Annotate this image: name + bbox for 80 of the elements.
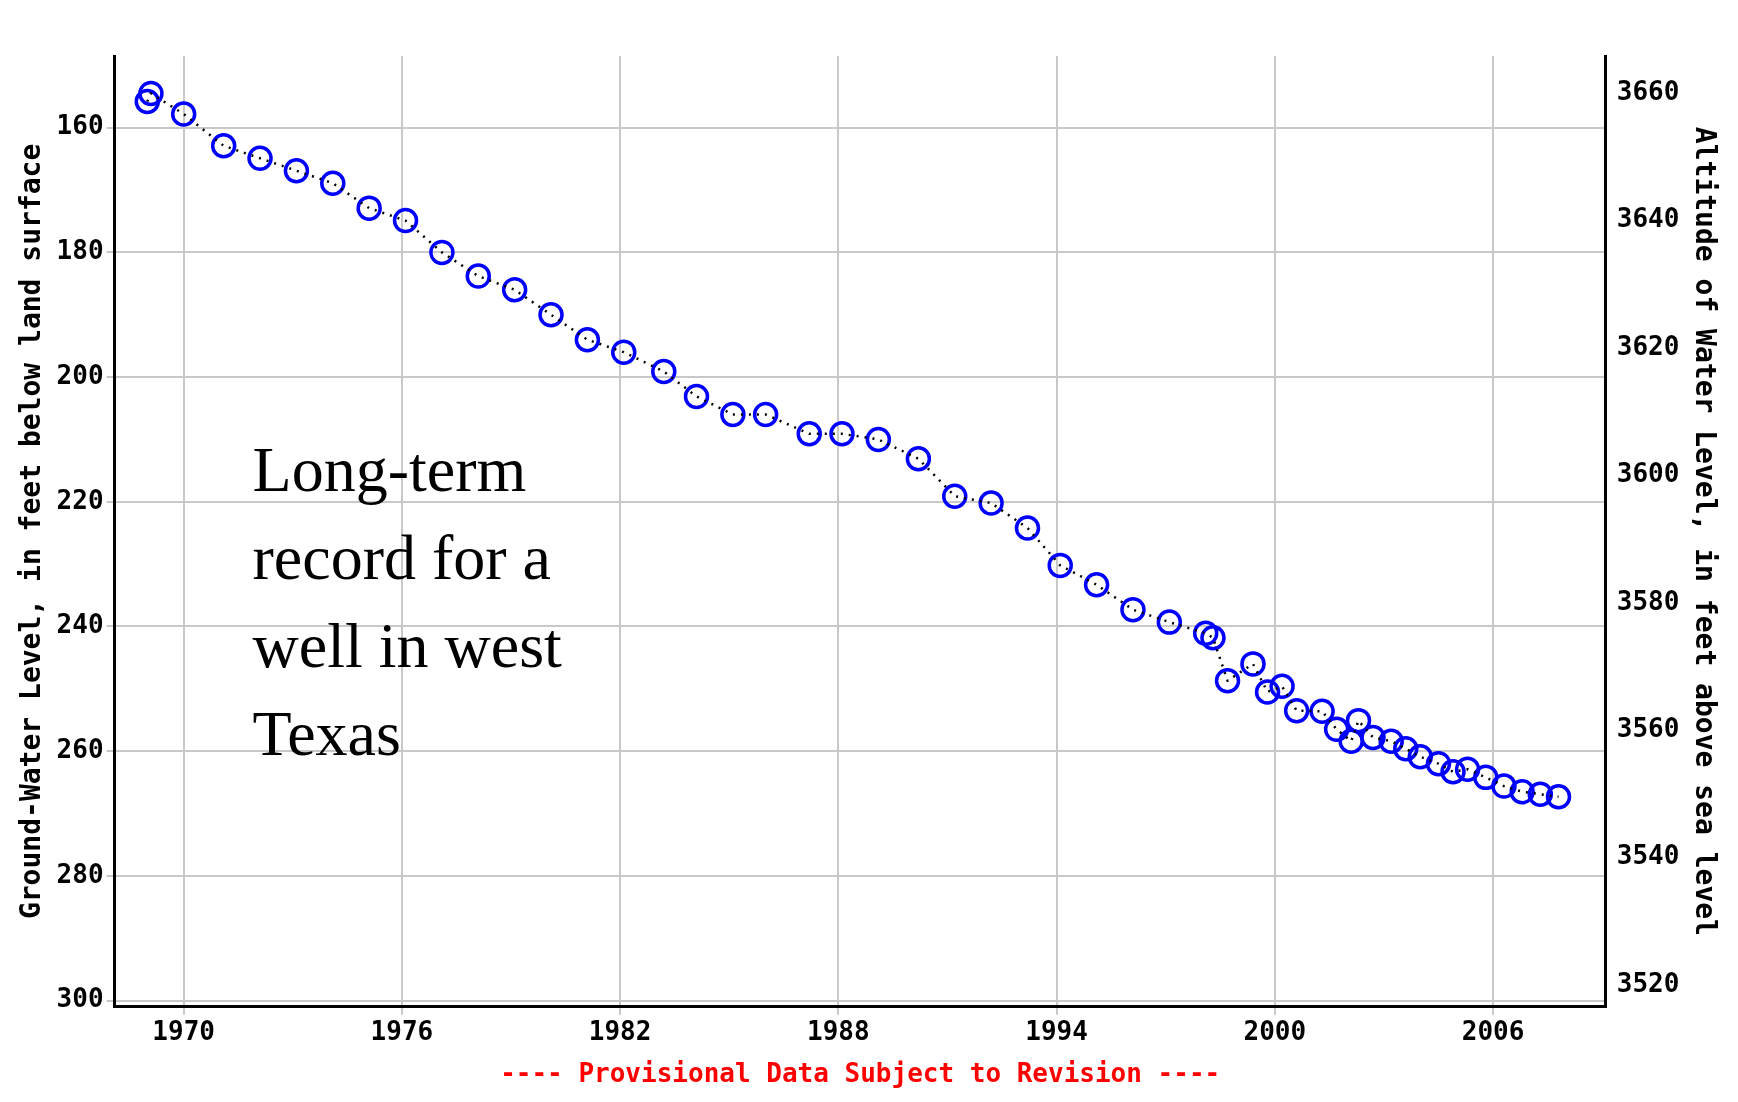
y-tick-label: 260 (56, 733, 104, 764)
point (1240, 651, 1266, 677)
point (1360, 724, 1386, 751)
point (574, 326, 601, 353)
point (651, 358, 677, 385)
point (1083, 571, 1110, 598)
point (1269, 673, 1295, 700)
point (941, 483, 968, 509)
point (170, 101, 197, 127)
point (356, 195, 382, 221)
x-tick-label: 2000 (1243, 1016, 1307, 1047)
point (283, 157, 310, 184)
point (1254, 679, 1281, 705)
point (210, 133, 237, 159)
point (1283, 697, 1310, 724)
y-axis-title: Ground-Water Level, in feet below land surface (14, 143, 48, 920)
point (1545, 783, 1572, 810)
point (720, 401, 746, 428)
y-tick-label: 240 (56, 609, 104, 640)
text: ---- Provisional Data Subject to Revision ---- (500, 1057, 1221, 1088)
point (1200, 624, 1226, 651)
point (1014, 515, 1041, 541)
point (796, 421, 822, 447)
y2-tick-label: 3600 (1616, 458, 1680, 489)
point (320, 170, 346, 196)
point (392, 207, 419, 234)
point (134, 88, 161, 115)
point (1192, 620, 1219, 647)
point (1473, 764, 1499, 791)
point (829, 421, 855, 447)
y-tick-label: 200 (56, 359, 104, 390)
point (538, 301, 564, 328)
y-tick-label: 180 (56, 235, 104, 266)
point (1047, 552, 1073, 579)
y2-tick-label: 3560 (1616, 712, 1680, 743)
point (865, 426, 892, 453)
point (1454, 756, 1481, 783)
point (611, 339, 637, 365)
point (429, 239, 455, 266)
point (1156, 609, 1183, 635)
y2-axis-title: Altitude of Water Level, in feet above sea level (1688, 126, 1722, 936)
point (1425, 750, 1452, 777)
point (905, 446, 932, 472)
x-tick-label: 1982 (588, 1016, 652, 1047)
point (1392, 735, 1419, 762)
x-tick-label: 1994 (1025, 1016, 1088, 1047)
x-tick-label: 1976 (370, 1016, 434, 1047)
y-tick-label: 280 (56, 858, 104, 889)
point (1214, 667, 1241, 694)
point (1378, 728, 1404, 754)
y2-tick-label: 3660 (1616, 75, 1680, 106)
point (465, 263, 492, 289)
point (683, 383, 710, 410)
point (1509, 778, 1535, 805)
point (752, 401, 779, 428)
y2-tick-label: 3520 (1616, 967, 1680, 998)
point (1345, 707, 1372, 734)
point (1120, 596, 1146, 623)
point (1491, 773, 1517, 799)
y2-tick-label: 3540 (1616, 840, 1680, 871)
y-tick-label: 160 (56, 110, 104, 141)
y2-tick-label: 3580 (1616, 585, 1680, 616)
point (501, 277, 528, 303)
y2-tick-label: 3620 (1616, 330, 1680, 361)
x-tick-label: 1988 (807, 1016, 870, 1047)
y2-tick-label: 3640 (1616, 203, 1680, 234)
point (138, 80, 164, 107)
point (247, 145, 273, 171)
annotation: Long-term record for a well in west Texas (252, 434, 563, 769)
x-tick-label: 2006 (1461, 1016, 1525, 1047)
point (1338, 728, 1364, 754)
point (978, 490, 1004, 516)
point (1323, 716, 1350, 743)
y-tick-label: 300 (56, 983, 104, 1014)
point (1440, 759, 1466, 785)
y-tick-label: 220 (56, 484, 104, 515)
x-tick-label: 1970 (152, 1016, 215, 1047)
point (1527, 781, 1554, 807)
point (1407, 744, 1434, 770)
point (1309, 698, 1335, 725)
